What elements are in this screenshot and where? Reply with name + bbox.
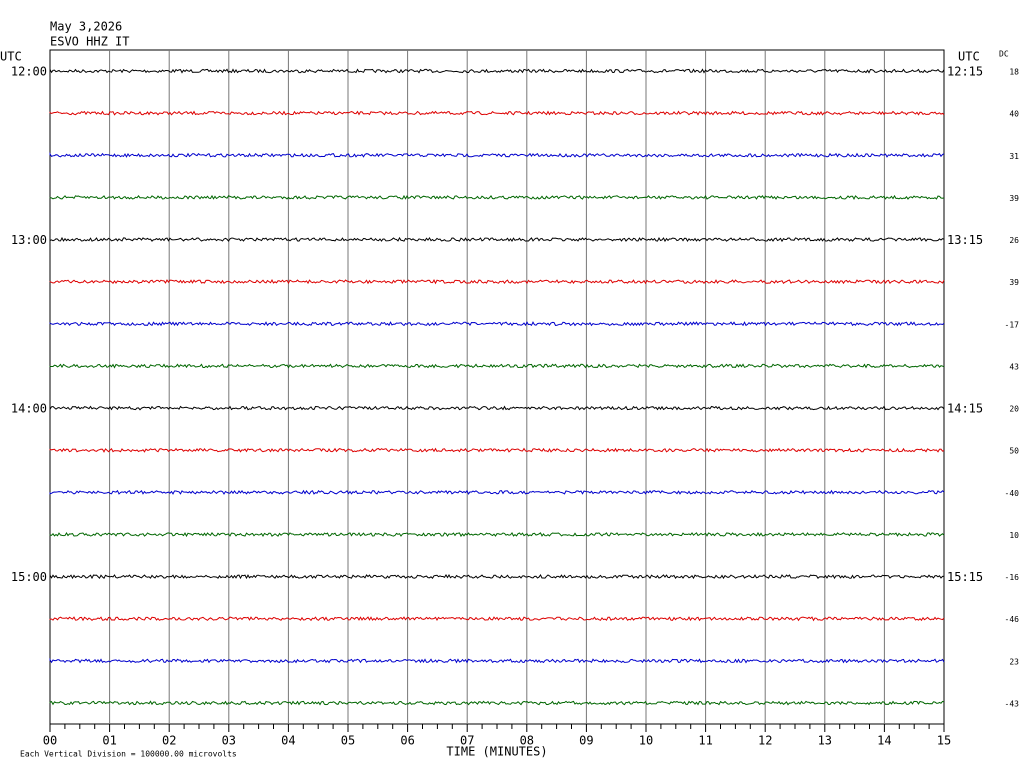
left-time-label: 14:00 <box>11 402 47 416</box>
left-unit: UTC <box>0 50 22 64</box>
date: May 3,2026 <box>50 20 122 34</box>
left-time-label: 15:00 <box>11 570 47 584</box>
trace <box>49 152 945 158</box>
x-tick-label: 02 <box>162 734 176 748</box>
dc-value: 43 <box>1009 362 1019 371</box>
trace <box>49 279 945 285</box>
right-time-label: 12:15 <box>947 65 983 79</box>
dc-title: DC <box>999 50 1009 59</box>
dc-value: -43 <box>1005 700 1020 709</box>
dc-value: 10 <box>1009 531 1019 540</box>
dc-value: -40 <box>1005 489 1020 498</box>
dc-value: 39 <box>1009 194 1019 203</box>
x-tick-label: 09 <box>579 734 593 748</box>
trace <box>49 616 945 622</box>
dc-value: 26 <box>1009 236 1019 245</box>
footer-note: Each Vertical Division = 100000.00 micro… <box>20 750 237 759</box>
trace <box>49 657 945 664</box>
dc-value: 23 <box>1009 657 1019 666</box>
trace <box>49 110 945 116</box>
x-tick-label: 11 <box>698 734 712 748</box>
x-tick-label: 13 <box>818 734 832 748</box>
left-time-label: 13:00 <box>11 233 47 247</box>
x-tick-label: 01 <box>102 734 116 748</box>
trace <box>49 68 945 74</box>
trace <box>49 194 945 200</box>
trace <box>49 573 945 580</box>
trace <box>49 321 945 327</box>
dc-value: -17 <box>1005 320 1020 329</box>
trace <box>49 489 945 495</box>
dc-value: 20 <box>1009 405 1019 414</box>
dc-value: -16 <box>1005 573 1020 582</box>
x-tick-label: 08 <box>520 734 534 748</box>
dc-value: 39 <box>1009 278 1019 287</box>
x-tick-label: 14 <box>877 734 891 748</box>
trace <box>49 447 945 453</box>
right-time-label: 15:15 <box>947 570 983 584</box>
dc-value: 18 <box>1009 68 1019 77</box>
x-tick-label: 04 <box>281 734 295 748</box>
x-tick-label: 12 <box>758 734 772 748</box>
x-tick-label: 06 <box>400 734 414 748</box>
trace <box>49 363 945 369</box>
right-unit: UTC <box>958 50 980 64</box>
x-tick-label: 10 <box>639 734 653 748</box>
dc-value: 50 <box>1009 447 1019 456</box>
x-tick-label: 03 <box>222 734 236 748</box>
trace <box>49 236 945 243</box>
dc-value: 31 <box>1009 152 1019 161</box>
x-tick-label: 05 <box>341 734 355 748</box>
station: ESVO HHZ IT <box>50 35 129 49</box>
trace <box>49 405 945 412</box>
trace <box>49 531 945 538</box>
trace <box>49 700 945 706</box>
x-tick-label: 15 <box>937 734 951 748</box>
right-time-label: 13:15 <box>947 233 983 247</box>
left-time-label: 12:00 <box>11 65 47 79</box>
right-time-label: 14:15 <box>947 402 983 416</box>
dc-value: 40 <box>1009 110 1019 119</box>
x-axis-title: TIME (MINUTES) <box>446 745 547 759</box>
dc-value: -46 <box>1005 615 1020 624</box>
x-tick-label: 07 <box>460 734 474 748</box>
x-tick-label: 00 <box>43 734 57 748</box>
